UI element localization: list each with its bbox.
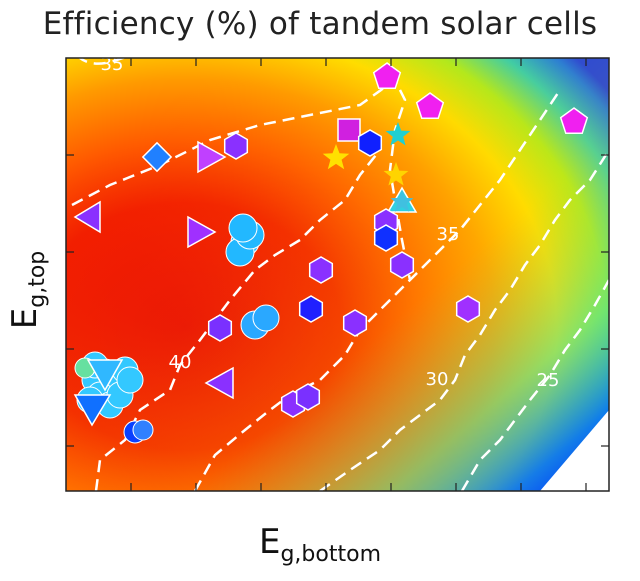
pentagon-marker xyxy=(415,92,445,120)
triangle-right-marker xyxy=(187,215,217,249)
star-marker xyxy=(383,162,409,186)
hexagon-marker xyxy=(308,256,334,284)
contour-label: 35 xyxy=(437,224,460,245)
triangle-left-marker xyxy=(73,200,101,234)
hexagon-marker xyxy=(295,383,321,411)
y-axis-label-main: E xyxy=(5,307,45,330)
hexagon-marker xyxy=(342,309,368,337)
x-axis-label: Eg,bottom xyxy=(0,522,640,567)
contour-label: 30 xyxy=(426,369,449,390)
triangle-down-marker xyxy=(73,394,112,427)
x-axis-label-sub: g,bottom xyxy=(280,542,381,567)
axis-ticks xyxy=(66,58,609,491)
triangle-down-marker xyxy=(86,359,124,392)
triangle-right-marker xyxy=(197,140,227,174)
markers xyxy=(73,62,589,444)
circle-marker xyxy=(252,304,280,332)
y-axis-label: Eg,top xyxy=(0,205,55,375)
pentagon-marker xyxy=(559,107,589,135)
hexagon-marker xyxy=(357,129,383,157)
star-marker xyxy=(322,144,350,170)
y-axis-label-sub: g,top xyxy=(25,250,50,308)
star-marker xyxy=(390,190,414,212)
contour-line xyxy=(460,279,609,491)
plot-frame xyxy=(65,57,610,492)
hexagon-marker xyxy=(373,224,399,252)
chart-title: Efficiency (%) of tandem solar cells xyxy=(42,6,598,42)
hexagon-marker xyxy=(207,314,233,342)
circle-marker xyxy=(132,419,154,441)
star-marker xyxy=(385,122,411,146)
circle-marker xyxy=(228,213,258,243)
heatmap-empty-corner xyxy=(540,410,609,491)
contour-labels: 35 35 40 30 25 xyxy=(101,54,560,391)
hexagon-marker xyxy=(223,132,249,160)
hexagon-marker xyxy=(389,251,415,279)
contour-label: 35 xyxy=(101,54,124,75)
hexagon-marker xyxy=(298,295,324,323)
triangle-left-marker xyxy=(204,366,234,400)
contour-line xyxy=(193,89,562,491)
contour-label: 25 xyxy=(537,370,560,391)
diamond-marker xyxy=(141,141,173,173)
x-axis-label-main: E xyxy=(258,522,281,562)
circle-marker xyxy=(116,366,144,394)
square-marker xyxy=(337,118,361,142)
pentagon-marker xyxy=(372,62,402,90)
hexagon-marker xyxy=(455,295,481,323)
contour-label: 40 xyxy=(169,352,192,373)
